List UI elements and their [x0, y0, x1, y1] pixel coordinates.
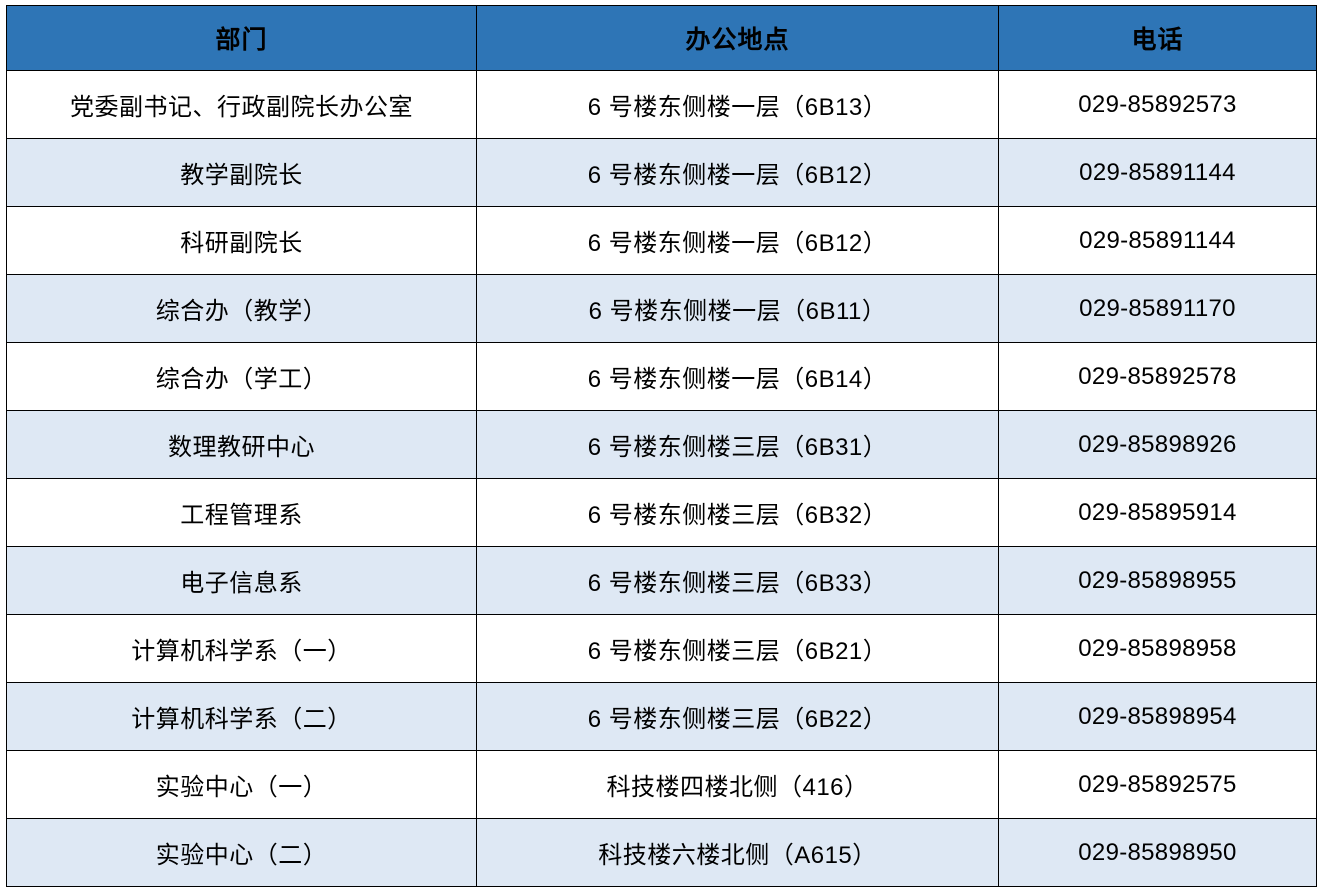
- cell-department: 工程管理系: [6, 478, 477, 547]
- cell-department: 党委副书记、行政副院长办公室: [6, 70, 477, 139]
- cell-department: 计算机科学系（一）: [6, 614, 477, 683]
- cell-location: 6 号楼东侧楼一层（6B14）: [476, 342, 999, 411]
- table-row: 综合办（教学） 6 号楼东侧楼一层（6B11） 029-85891170: [6, 274, 1317, 343]
- cell-phone: 029-85898958: [998, 614, 1317, 683]
- cell-phone: 029-85891144: [998, 138, 1317, 207]
- cell-department: 计算机科学系（二）: [6, 682, 477, 751]
- cell-phone: 029-85898926: [998, 410, 1317, 479]
- table-body: 党委副书记、行政副院长办公室 6 号楼东侧楼一层（6B13） 029-8589257…: [6, 70, 1317, 887]
- cell-phone: 029-85891144: [998, 206, 1317, 275]
- cell-department: 电子信息系: [6, 546, 477, 615]
- cell-department: 数理教研中心: [6, 410, 477, 479]
- cell-phone: 029-85898950: [998, 818, 1317, 887]
- table-row: 数理教研中心 6 号楼东侧楼三层（6B31） 029-85898926: [6, 410, 1317, 479]
- table-row: 综合办（学工） 6 号楼东侧楼一层（6B14） 029-85892578: [6, 342, 1317, 411]
- cell-phone: 029-85891170: [998, 274, 1317, 343]
- cell-department: 综合办（教学）: [6, 274, 477, 343]
- cell-phone: 029-85892575: [998, 750, 1317, 819]
- table-header: 部门 办公地点 电话: [6, 5, 1317, 71]
- table-row: 实验中心（二） 科技楼六楼北侧（A615） 029-85898950: [6, 818, 1317, 887]
- column-header-phone: 电话: [998, 5, 1317, 71]
- table-row: 党委副书记、行政副院长办公室 6 号楼东侧楼一层（6B13） 029-8589257…: [6, 70, 1317, 139]
- cell-location: 科技楼四楼北侧（416）: [476, 750, 999, 819]
- cell-phone: 029-85892578: [998, 342, 1317, 411]
- cell-department: 综合办（学工）: [6, 342, 477, 411]
- table-row: 科研副院长 6 号楼东侧楼一层（6B12） 029-85891144: [6, 206, 1317, 275]
- table-row: 工程管理系 6 号楼东侧楼三层（6B32） 029-85895914: [6, 478, 1317, 547]
- cell-location: 6 号楼东侧楼三层（6B32）: [476, 478, 999, 547]
- cell-phone: 029-85898955: [998, 546, 1317, 615]
- cell-location: 6 号楼东侧楼三层（6B31）: [476, 410, 999, 479]
- cell-location: 6 号楼东侧楼三层（6B22）: [476, 682, 999, 751]
- cell-department: 实验中心（一）: [6, 750, 477, 819]
- cell-phone: 029-85895914: [998, 478, 1317, 547]
- table-row: 电子信息系 6 号楼东侧楼三层（6B33） 029-85898955: [6, 546, 1317, 615]
- column-header-location: 办公地点: [476, 5, 999, 71]
- cell-location: 6 号楼东侧楼三层（6B33）: [476, 546, 999, 615]
- cell-phone: 029-85898954: [998, 682, 1317, 751]
- table-row: 教学副院长 6 号楼东侧楼一层（6B12） 029-85891144: [6, 138, 1317, 207]
- cell-location: 科技楼六楼北侧（A615）: [476, 818, 999, 887]
- table-row: 实验中心（一） 科技楼四楼北侧（416） 029-85892575: [6, 750, 1317, 819]
- cell-location: 6 号楼东侧楼一层（6B12）: [476, 206, 999, 275]
- column-header-department: 部门: [6, 5, 477, 71]
- cell-department: 实验中心（二）: [6, 818, 477, 887]
- table-row: 计算机科学系（一） 6 号楼东侧楼三层（6B21） 029-85898958: [6, 614, 1317, 683]
- contact-table-container: 部门 办公地点 电话 党委副书记、行政副院长办公室 6 号楼东侧楼一层（6B13）…: [6, 5, 1317, 887]
- cell-location: 6 号楼东侧楼三层（6B21）: [476, 614, 999, 683]
- cell-location: 6 号楼东侧楼一层（6B11）: [476, 274, 999, 343]
- header-row: 部门 办公地点 电话: [6, 5, 1317, 71]
- table-row: 计算机科学系（二） 6 号楼东侧楼三层（6B22） 029-85898954: [6, 682, 1317, 751]
- cell-department: 教学副院长: [6, 138, 477, 207]
- cell-phone: 029-85892573: [998, 70, 1317, 139]
- cell-location: 6 号楼东侧楼一层（6B13）: [476, 70, 999, 139]
- cell-department: 科研副院长: [6, 206, 477, 275]
- department-contact-table: 部门 办公地点 电话 党委副书记、行政副院长办公室 6 号楼东侧楼一层（6B13）…: [6, 5, 1317, 887]
- cell-location: 6 号楼东侧楼一层（6B12）: [476, 138, 999, 207]
